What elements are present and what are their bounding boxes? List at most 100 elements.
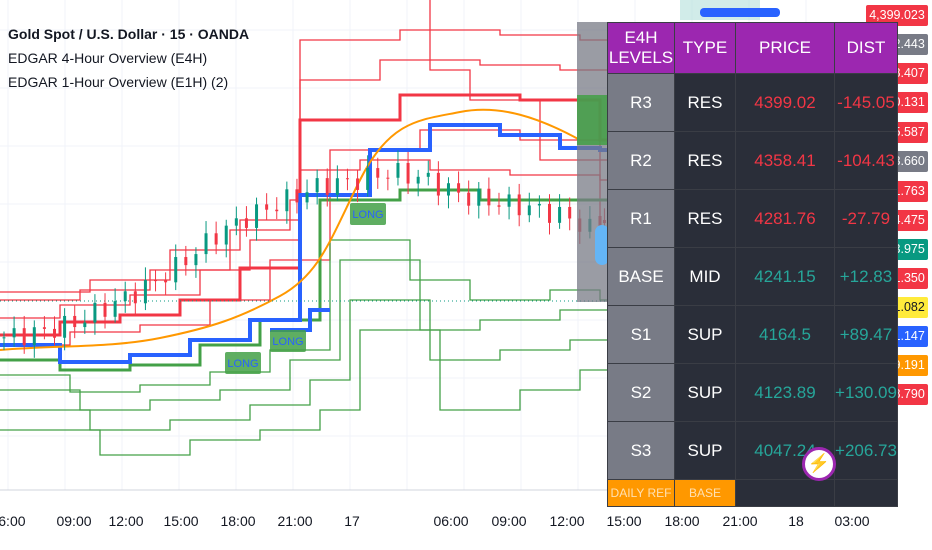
candle-body [517,194,521,216]
price-tag: 4,399.023 [866,5,928,26]
candle-body [194,254,198,266]
candle-body [22,328,26,346]
level-name-cell: R3 [607,73,675,132]
level-price-cell: 4241.15 [735,247,835,306]
candle-body [12,328,16,338]
level-dist-cell: +130.09 [834,363,898,422]
base-line [0,123,860,364]
candle-body [184,257,188,266]
time-label: 17 [344,513,360,529]
candle-body [83,322,87,328]
level-dist-cell: -145.05 [834,73,898,132]
long-signal-badge [350,203,386,225]
level-name-cell: BASE [607,247,675,306]
level-price-cell: 4281.76 [735,189,835,248]
long-signal-badge [225,352,261,374]
moving-average-line [0,108,581,351]
support-line [0,259,860,411]
level-type-cell: SUP [674,421,736,480]
candle-body [426,172,430,177]
candle-body [2,337,6,339]
level-row: BASE MID 4241.15 +12.83 [607,247,898,306]
time-label: 15:00 [163,513,199,529]
candle-body [204,233,208,255]
candle-body [477,188,481,206]
candle-body [113,301,117,317]
candle-body [174,257,178,283]
table-header-row: E4H LEVELS TYPE PRICE DIST [607,22,898,74]
time-label: 18:00 [220,513,256,529]
level-name-cell: S1 [607,305,675,364]
candle-body [547,203,551,223]
support-line [0,299,860,431]
candle-body [32,327,36,346]
time-label: 21:00 [722,513,758,529]
candle-body [325,178,329,195]
level-type-cell: RES [674,189,736,248]
candle-body [214,233,218,245]
candle-body [446,183,450,196]
long-signals: LONG LONG LONG [225,0,780,374]
level-row: S1 SUP 4164.5 +89.47 [607,305,898,364]
candle-body [345,178,349,180]
header-dist: DIST [834,22,898,74]
candle-body [376,168,380,178]
long-signal-badge [270,330,306,352]
level-dist-cell: +12.83 [834,247,898,306]
header-type: TYPE [674,22,736,74]
level-name-cell: DAILY REF [607,479,675,507]
time-label: 21:00 [277,513,313,529]
candle-body [335,178,339,195]
level-name-cell: R2 [607,131,675,190]
level-name-cell: S2 [607,363,675,422]
time-label: 09:00 [56,513,92,529]
candle-body [154,280,158,282]
level-row: S2 SUP 4123.89 +130.09 [607,363,898,422]
candle-body [497,205,501,207]
level-row: R2 RES 4358.41 -104.43 [607,131,898,190]
level-price-cell: 4164.5 [735,305,835,364]
candle-body [386,177,390,179]
support-line [0,329,860,456]
resistance-line [0,59,860,319]
candle-body [396,162,400,178]
chart-legend: Gold Spot / U.S. Dollar · 15 · OANDA EDG… [8,22,249,94]
resistance-line [0,29,860,301]
candle-body [366,168,370,190]
candle-body [467,192,471,206]
price-scale[interactable] [860,0,932,490]
time-label: 12:00 [108,513,144,529]
symbol-title[interactable]: Gold Spot / U.S. Dollar · 15 · OANDA [8,26,250,42]
candle-body [295,189,299,203]
candle-body [507,194,511,207]
candle-body [285,189,289,212]
candle-body [42,327,46,329]
candle-body [123,291,127,302]
candle-body [255,204,259,228]
level-price-cell: 4358.41 [735,131,835,190]
level-dist-cell [834,479,898,507]
long-signal-label: LONG [352,209,383,221]
overlay-knob [595,225,609,265]
long-signal-label: LONG [272,336,303,348]
time-label: 06:00 [0,513,26,529]
candle-body [416,176,420,184]
header-price: PRICE [735,22,835,74]
candle-body [558,206,562,223]
candle-body [265,204,269,210]
level-row: R1 RES 4281.76 -27.79 [607,189,898,248]
level-type-cell: BASE [674,479,736,507]
indicator-e4h-label[interactable]: EDGAR 4-Hour Overview (E4H) [8,50,208,66]
candle-body [224,225,228,245]
level-dist-cell: -104.43 [834,131,898,190]
time-label: 03:00 [834,513,870,529]
level-type-cell: SUP [674,305,736,364]
lightning-icon[interactable]: ⚡ [802,447,836,481]
level-price-cell: 4399.02 [735,73,835,132]
level-type-cell: SUP [674,363,736,422]
candle-body [244,218,248,228]
indicator-e1h-label[interactable]: EDGAR 1-Hour Overview (E1H) (2) [8,74,229,90]
level-price-cell [735,479,835,507]
candle-body [164,280,168,283]
time-label: 18:00 [664,513,700,529]
